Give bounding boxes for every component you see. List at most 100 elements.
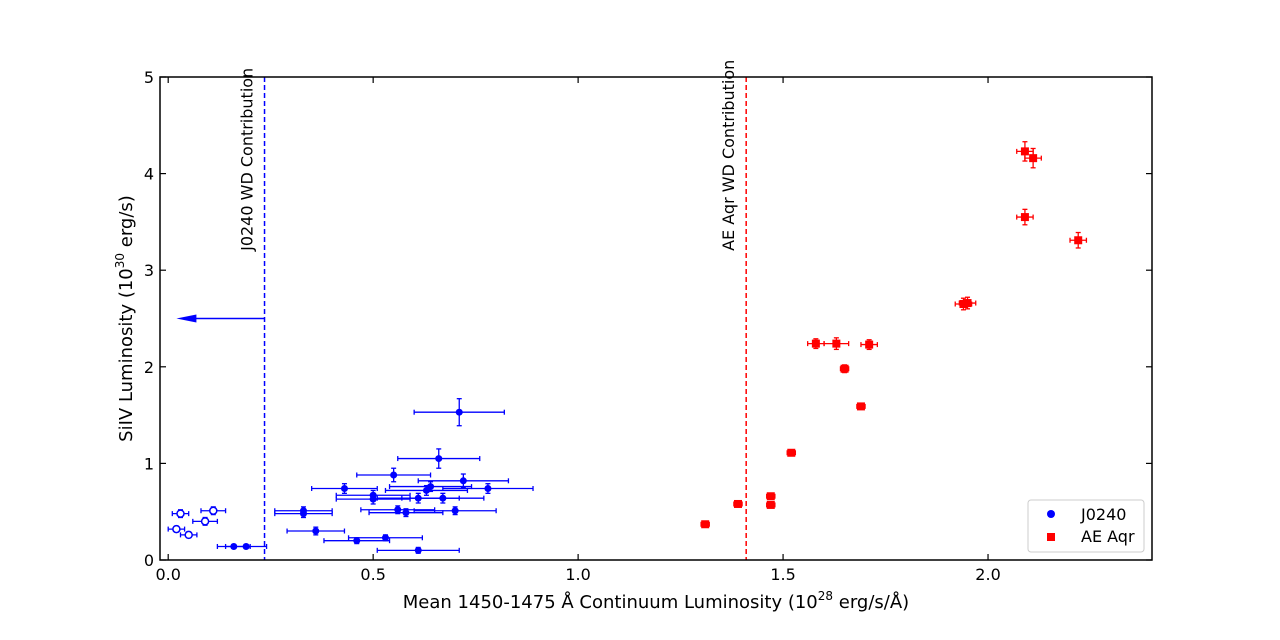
ae-aqr-point bbox=[839, 364, 850, 374]
circle-marker bbox=[459, 477, 467, 485]
y-tick-label: 0 bbox=[144, 551, 154, 570]
j0240-point bbox=[286, 526, 346, 536]
ae-aqr-point bbox=[766, 492, 776, 501]
square-marker bbox=[766, 500, 775, 509]
square-marker bbox=[766, 492, 775, 501]
wd-contribution-label: AE Aqr WD Contribution bbox=[719, 60, 738, 251]
legend-label-ae-aqr: AE Aqr bbox=[1081, 527, 1135, 546]
circle-marker bbox=[299, 510, 307, 518]
axis-ticks: 0.0 0.5 1.0 1.5 2.0 0 1 2 3 4 5 bbox=[144, 68, 1152, 584]
ae-aqr-point bbox=[786, 448, 797, 457]
square-marker bbox=[733, 499, 742, 508]
wd-contribution-label: J0240 WD Contribution bbox=[238, 68, 257, 252]
square-marker bbox=[832, 339, 841, 348]
open-circle-marker bbox=[200, 517, 210, 526]
j0240-point bbox=[413, 398, 505, 427]
j0240-point bbox=[167, 524, 186, 534]
j0240-point bbox=[335, 493, 411, 505]
y-tick-label: 1 bbox=[144, 454, 154, 473]
open-circle-marker bbox=[209, 506, 218, 515]
x-tick-label: 2.0 bbox=[975, 565, 1000, 584]
y-tick-label: 2 bbox=[144, 358, 154, 377]
square-marker bbox=[865, 340, 874, 349]
ae-aqr-point bbox=[1024, 147, 1042, 169]
circle-marker bbox=[394, 506, 402, 514]
j0240-point bbox=[171, 509, 190, 519]
square-marker bbox=[963, 299, 972, 308]
square-marker bbox=[1029, 154, 1038, 163]
ae-aqr-point bbox=[700, 520, 710, 529]
legend: J0240 AE Aqr bbox=[1027, 499, 1145, 553]
j0240-point bbox=[417, 473, 510, 489]
square-marker bbox=[787, 448, 796, 457]
square-marker bbox=[811, 339, 820, 348]
y-tick-label: 4 bbox=[144, 165, 154, 184]
square-marker bbox=[1020, 213, 1029, 222]
legend-marker-j0240 bbox=[1047, 510, 1055, 518]
x-tick-label: 1.0 bbox=[565, 565, 590, 584]
circle-marker bbox=[451, 507, 459, 515]
j0240-point bbox=[200, 506, 227, 516]
j0240-point bbox=[311, 483, 378, 494]
reference-lines: J0240 WD Contribution AE Aqr WD Contribut… bbox=[176, 60, 747, 560]
ae-aqr-point bbox=[856, 402, 866, 411]
j0240-point bbox=[397, 448, 481, 469]
ae-aqr-point bbox=[1069, 231, 1088, 249]
j0240-point bbox=[323, 537, 391, 545]
circle-marker bbox=[353, 537, 361, 545]
square-marker bbox=[959, 300, 968, 309]
x-tick-label: 0.5 bbox=[360, 565, 385, 584]
ae-aqr-point bbox=[958, 296, 977, 310]
j0240-point bbox=[401, 492, 485, 504]
square-marker bbox=[701, 520, 710, 529]
x-tick-label: 0.0 bbox=[155, 565, 180, 584]
j0240-point bbox=[384, 484, 469, 496]
circle-marker bbox=[439, 494, 447, 502]
legend-label-j0240: J0240 bbox=[1080, 505, 1126, 524]
x-tick-label: 1.5 bbox=[770, 565, 795, 584]
ae-aqr-point bbox=[860, 339, 879, 351]
y-tick-label: 5 bbox=[144, 68, 154, 87]
ae-aqr-point bbox=[807, 338, 825, 350]
x-axis-label: Mean 1450-1475 Å Continuum Luminosity (1… bbox=[403, 589, 909, 613]
ae-aqr-point bbox=[823, 337, 850, 351]
j0240-point bbox=[179, 530, 198, 540]
ae-aqr-point bbox=[766, 500, 776, 509]
circle-marker bbox=[435, 455, 443, 463]
circle-marker bbox=[340, 485, 348, 493]
open-circle-marker bbox=[172, 524, 181, 534]
circle-marker bbox=[242, 542, 250, 550]
j0240-point bbox=[274, 509, 333, 519]
circle-marker bbox=[369, 495, 377, 503]
circle-marker bbox=[381, 534, 389, 542]
square-marker bbox=[1074, 236, 1083, 245]
legend-marker-ae-aqr bbox=[1047, 533, 1055, 541]
square-marker bbox=[840, 364, 849, 373]
legend-box bbox=[1027, 499, 1145, 553]
arrow-head bbox=[176, 314, 197, 323]
j0240-point bbox=[356, 467, 432, 483]
plot-frame bbox=[159, 76, 1153, 561]
circle-marker bbox=[312, 527, 320, 535]
y-axis-label: SiIV Luminosity (1030 erg/s) bbox=[113, 195, 137, 442]
circle-marker bbox=[402, 509, 410, 517]
j0240-point bbox=[224, 542, 268, 550]
j0240-point bbox=[376, 546, 460, 554]
circle-marker bbox=[455, 408, 463, 416]
circle-marker bbox=[414, 546, 422, 554]
j0240-point bbox=[413, 506, 497, 516]
circle-marker bbox=[484, 485, 492, 493]
circle-marker bbox=[390, 471, 398, 479]
open-circle-marker bbox=[176, 509, 185, 518]
ae-aqr-point bbox=[1016, 208, 1034, 226]
open-circle-marker bbox=[184, 530, 193, 540]
circle-marker bbox=[422, 486, 430, 494]
ae-aqr-point bbox=[733, 499, 743, 508]
square-marker bbox=[1020, 147, 1029, 156]
y-tick-label: 3 bbox=[144, 261, 154, 280]
data-points bbox=[167, 141, 1088, 554]
j0240-point bbox=[347, 534, 423, 542]
j0240-point bbox=[192, 516, 219, 526]
square-marker bbox=[856, 402, 865, 411]
